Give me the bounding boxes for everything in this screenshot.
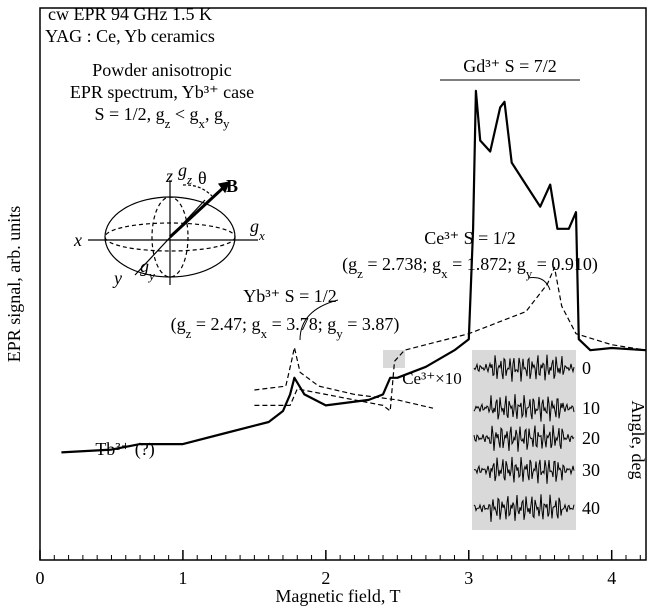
x-tick-label: 2: [321, 568, 330, 588]
text-segment: (g: [171, 314, 186, 335]
diagram-label: x: [73, 230, 82, 250]
y-axis-label: EPR signal, arb. units: [4, 206, 24, 363]
text-segment: y: [336, 326, 343, 341]
leader-lines: [299, 277, 551, 341]
simulated-line: [254, 346, 434, 409]
x-tick-label: 0: [36, 568, 45, 588]
text-segment: = 1.872; g: [448, 254, 526, 274]
text-segment: = 0.910): [532, 254, 598, 275]
diagram-label: gz: [178, 160, 192, 187]
spectrum-line: [61, 89, 647, 454]
highlight: [383, 350, 405, 368]
x-tick-label: 1: [178, 568, 187, 588]
text-segment: z: [357, 266, 363, 281]
text-segment: (g: [342, 254, 357, 275]
inset-trace: [473, 456, 575, 484]
diagram-label: y: [112, 268, 122, 288]
annotation: Gd³⁺ S = 7/2: [463, 56, 557, 76]
inset-angle-label: 30: [582, 460, 600, 480]
text-segment: x: [258, 228, 265, 243]
text-segment: x: [441, 266, 448, 281]
diagram-label: gx: [250, 216, 265, 243]
text-segment: g: [178, 160, 187, 180]
annotation: EPR spectrum, Yb³⁺ case: [70, 82, 254, 102]
text-segment: = 2.738; g: [363, 254, 441, 274]
diagram-label: gy: [140, 256, 155, 283]
annotation: (gz = 2.738; gx = 1.872; gy = 0.910): [342, 254, 598, 281]
text-segment: x: [199, 116, 206, 131]
annotation: Yb³⁺ S = 1/2: [243, 286, 337, 306]
inset-trace: [473, 354, 575, 382]
inset-trace: [473, 494, 575, 522]
inset-angle-label: 10: [582, 398, 600, 418]
text-segment: y: [223, 116, 230, 131]
annotation: Powder anisotropic: [92, 60, 231, 80]
orientation-diagram: [88, 180, 258, 285]
text-segment: z: [165, 116, 171, 131]
text-segment: z: [186, 172, 192, 187]
text-segment: x: [261, 326, 268, 341]
text-segment: g: [140, 256, 149, 276]
inset-angle-label: 20: [582, 428, 600, 448]
diagram-label: z: [165, 166, 173, 186]
inset-label: Angle, deg: [628, 401, 648, 480]
inset-trace: [473, 423, 575, 452]
x-axis-label: Magnetic field, T: [275, 586, 400, 606]
inset-angle-label: 0: [582, 358, 591, 378]
x-tick-label: 4: [607, 568, 616, 588]
text-segment: g: [250, 216, 259, 236]
annotation: YAG : Ce, Yb ceramics: [45, 26, 215, 46]
diagram-label: θ: [198, 168, 207, 188]
annotation: S = 1/2, gz < gx, gy: [94, 104, 230, 131]
annotation: Ce³⁺ S = 1/2: [424, 228, 516, 248]
text-segment: = 2.47; g: [191, 314, 260, 334]
text-segment: y: [526, 266, 533, 281]
text-segment: < g: [170, 104, 198, 124]
text-segment: = 3.87): [343, 314, 400, 335]
annotation: Ce³⁺×10: [402, 369, 462, 388]
simulated-line: [254, 266, 647, 412]
x-tick-label: 3: [464, 568, 473, 588]
inset-trace: [473, 394, 575, 422]
inset-angle-label: 40: [582, 498, 600, 518]
annotation: cw EPR 94 GHz 1.5 K: [48, 4, 212, 24]
annotation: (gz = 2.47; gx = 3.78; gy = 3.87): [171, 314, 400, 341]
diagram-label: B: [226, 176, 238, 196]
text-segment: = 3.78; g: [267, 314, 336, 334]
text-segment: , g: [205, 104, 223, 124]
text-segment: y: [147, 268, 155, 283]
text-segment: S = 1/2, g: [94, 104, 164, 124]
plot-frame: [39, 7, 647, 561]
text-segment: z: [186, 326, 192, 341]
